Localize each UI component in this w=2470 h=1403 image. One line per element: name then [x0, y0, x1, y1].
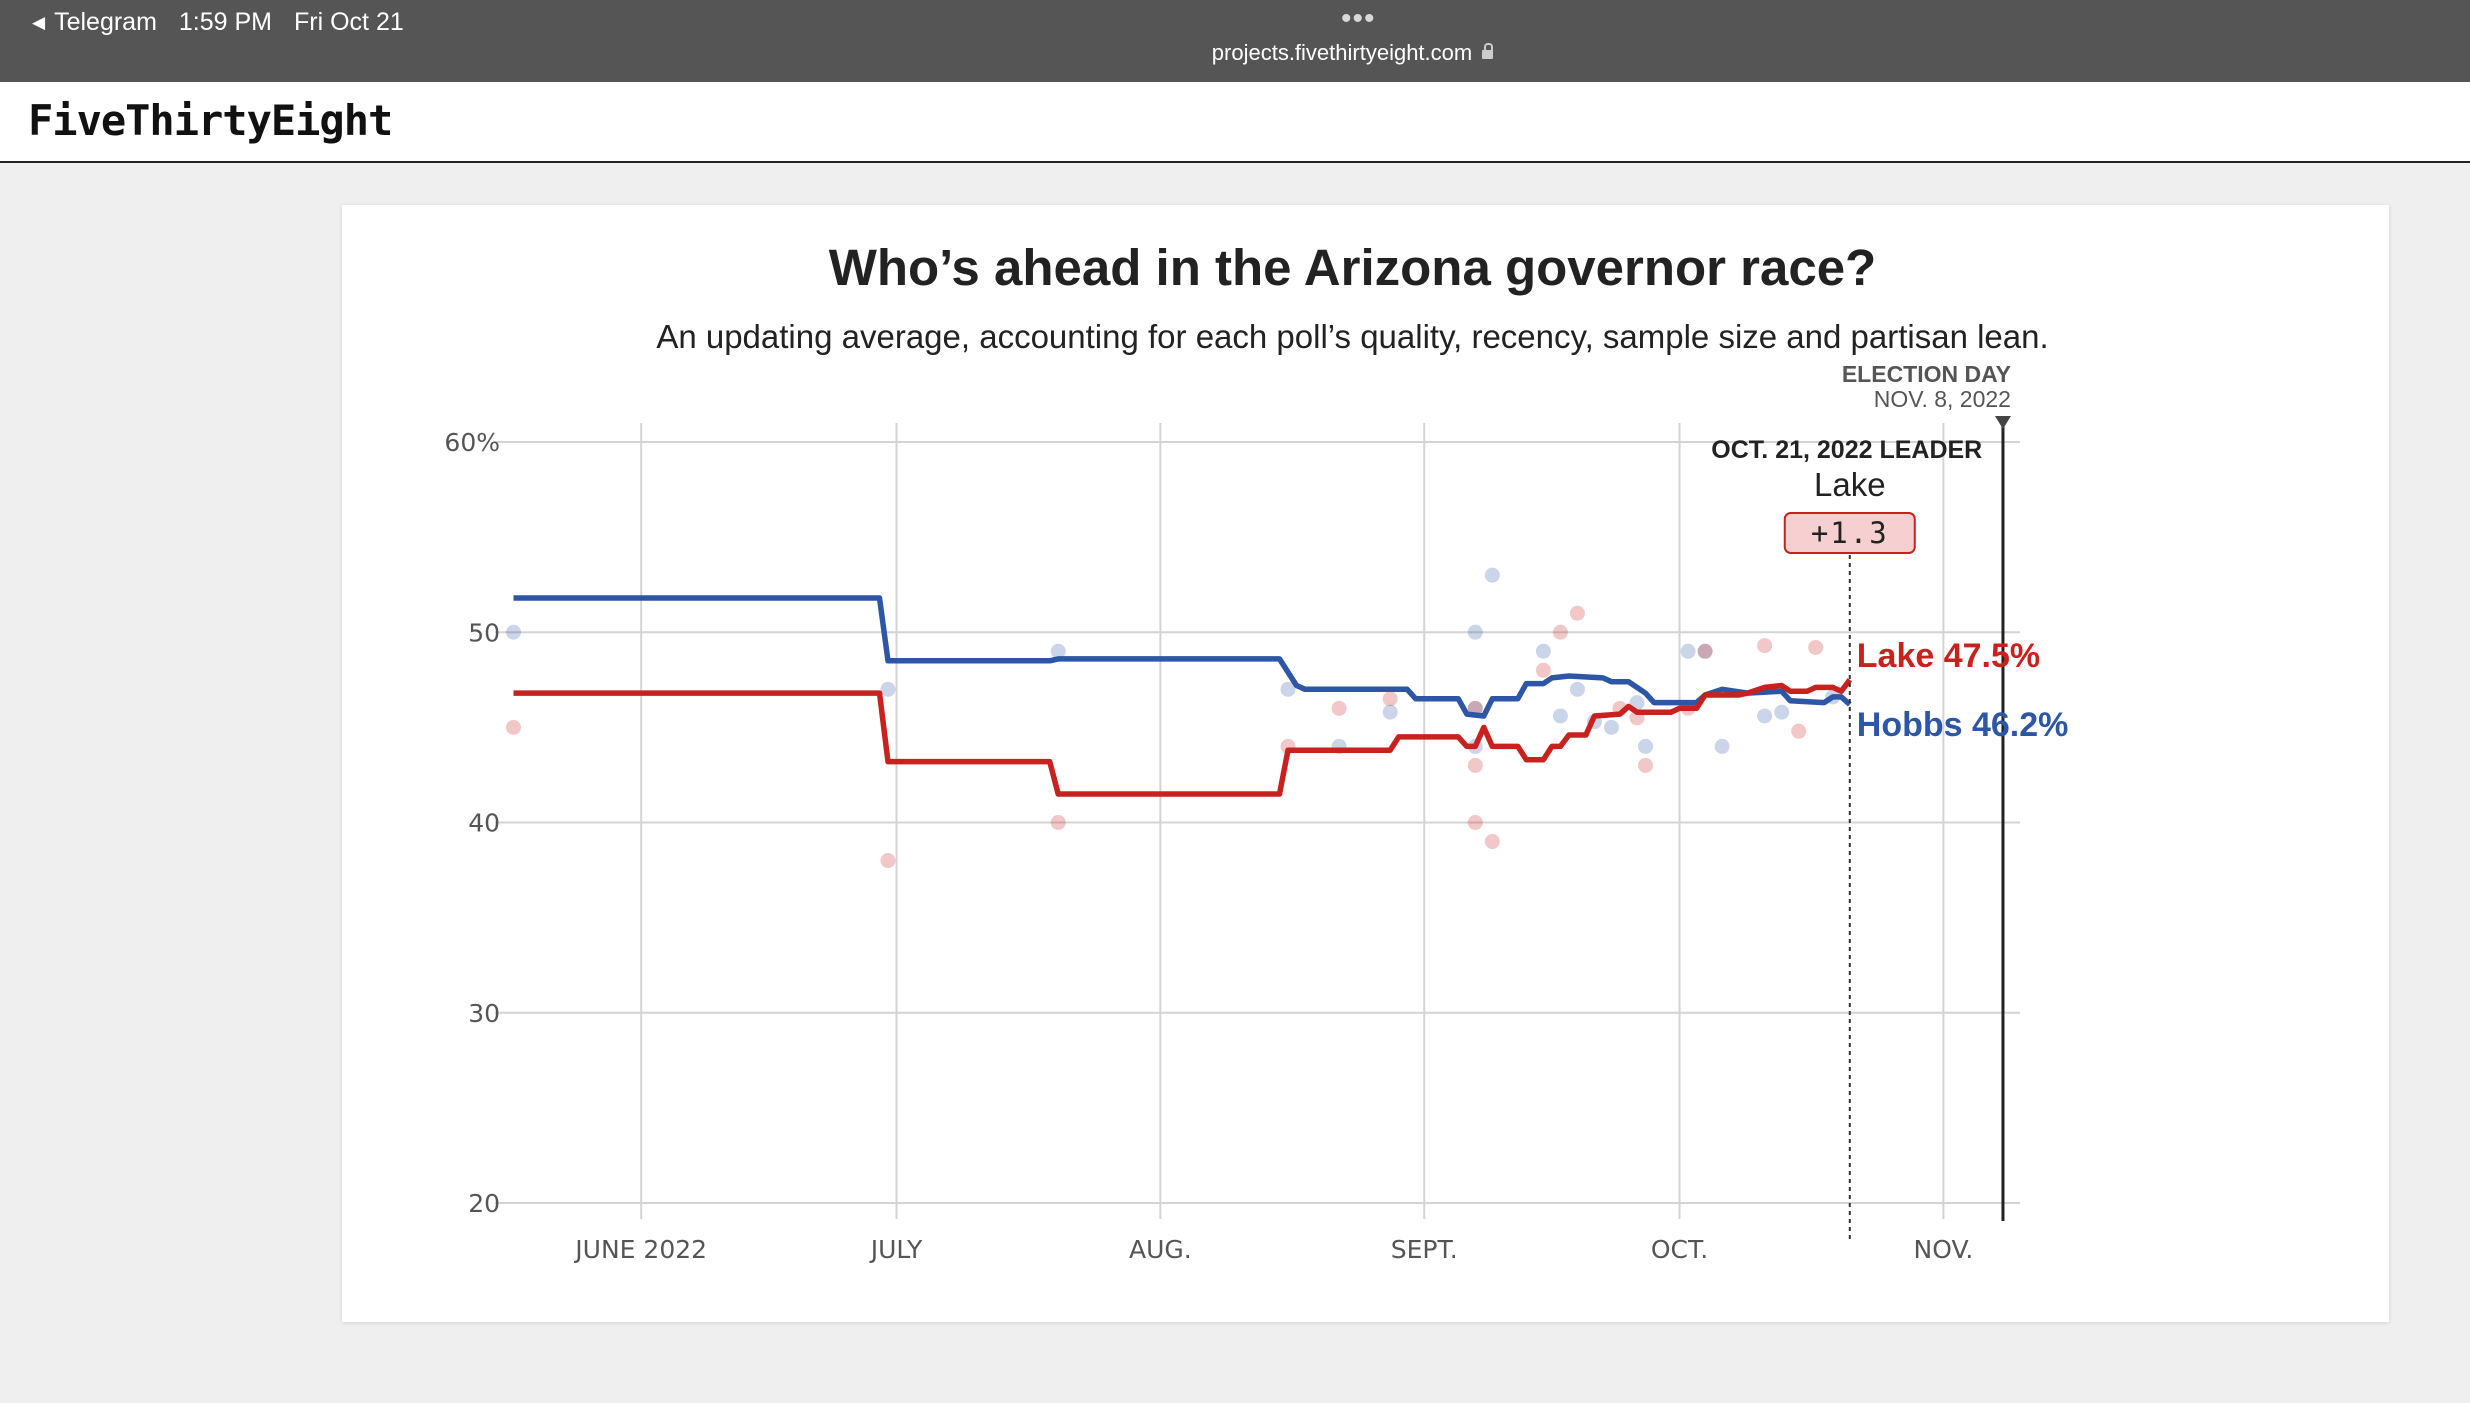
- poll-dot-hobbs: [1535, 643, 1551, 659]
- x-tick-label: JUNE 2022: [573, 1235, 707, 1264]
- poll-dot-lake: [1050, 815, 1066, 830]
- y-tick-label: 40: [468, 809, 500, 838]
- poll-dot-lake: [1808, 639, 1824, 655]
- average-line-hobbs: [513, 595, 1852, 719]
- leader-margin-badge: [1783, 512, 1916, 554]
- chart-subtitle: An updating average, accounting for each…: [656, 318, 2049, 355]
- poll-dot-hobbs: [1050, 643, 1066, 659]
- poll-dot-hobbs: [1680, 643, 1696, 659]
- status-time: 1:59 PM: [178, 8, 273, 36]
- back-arrow-icon[interactable]: ◀: [32, 12, 46, 32]
- poll-dot-lake: [1569, 605, 1585, 621]
- poll-dot-hobbs: [1484, 567, 1500, 583]
- election-day-label: ELECTION DAY: [1842, 361, 2011, 387]
- x-tick-label: OCT.: [1651, 1235, 1708, 1264]
- poll-dot-hobbs: [880, 681, 896, 697]
- poll-dot-lake: [1757, 638, 1773, 654]
- poll-dot-lake: [1535, 662, 1551, 678]
- address-bar[interactable]: projects.fivethirtyeight.com: [0, 40, 2470, 66]
- site-header: FiveThirtyEight: [0, 82, 2470, 163]
- poll-dot-lake: [1552, 624, 1568, 640]
- poll-dot-lake: [1697, 643, 1713, 659]
- y-tick-label: 20: [468, 1189, 500, 1218]
- poll-dot-hobbs: [1467, 624, 1483, 640]
- end-label-hobbs: Hobbs 46.2%: [1857, 706, 2069, 744]
- poll-dot-hobbs: [1774, 704, 1790, 720]
- y-tick-label: 50: [468, 618, 500, 647]
- more-dots-icon[interactable]: •••: [1341, 2, 1376, 35]
- election-day-marker: [1994, 416, 2011, 429]
- status-date: Fri Oct 21: [294, 8, 404, 36]
- url-text: projects.fivethirtyeight.com: [1211, 40, 1473, 65]
- poll-dot-hobbs: [1697, 643, 1713, 659]
- poll-dot-hobbs: [1603, 719, 1619, 735]
- end-label-lake: Lake 47.5%: [1857, 637, 2040, 675]
- poll-dot-lake: [1467, 815, 1483, 830]
- poll-dot-hobbs: [1552, 708, 1568, 724]
- x-tick-label: JULY: [869, 1235, 923, 1264]
- poll-dot-lake: [1331, 700, 1347, 716]
- x-tick-label: NOV.: [1914, 1235, 1974, 1264]
- poll-dot-lake: [1484, 834, 1500, 850]
- leader-name: Lake: [1814, 466, 1886, 503]
- leader-header: OCT. 21, 2022 LEADER: [1711, 436, 1982, 464]
- poll-dot-hobbs: [1280, 681, 1296, 697]
- leader-margin-value: +1.3: [1811, 516, 1889, 550]
- y-tick-label: 60%: [444, 428, 500, 457]
- poll-dot-hobbs: [1638, 738, 1654, 754]
- poll-dot-lake: [880, 853, 896, 869]
- election-day-date: NOV. 8, 2022: [1874, 386, 2011, 412]
- poll-dot-lake: [1638, 757, 1654, 773]
- poll-dot-hobbs: [1569, 681, 1585, 697]
- poll-dot-lake: [1791, 723, 1807, 739]
- poll-dot-hobbs: [1757, 708, 1773, 724]
- poll-dot-lake: [1382, 691, 1398, 707]
- x-tick-label: SEPT.: [1391, 1235, 1458, 1264]
- chart-card: [342, 205, 2389, 1322]
- poll-dot-hobbs: [1382, 704, 1398, 720]
- poll-dot-lake: [1467, 757, 1483, 773]
- status-bar: ◀ Telegram 1:59 PM Fri Oct 21 ••• projec…: [0, 0, 2470, 82]
- average-line-lake: [513, 678, 1853, 797]
- status-left: ◀ Telegram 1:59 PM Fri Oct 21: [32, 8, 404, 37]
- x-tick-label: AUG.: [1129, 1235, 1192, 1264]
- y-tick-label: 30: [468, 999, 500, 1028]
- poll-dot-hobbs: [1714, 738, 1730, 754]
- back-app-link[interactable]: Telegram: [54, 8, 157, 36]
- chart-title: Who’s ahead in the Arizona governor race…: [828, 239, 1877, 296]
- poll-dot-hobbs: [506, 624, 522, 640]
- poll-dot-lake: [506, 719, 522, 735]
- site-logo[interactable]: FiveThirtyEight: [28, 96, 393, 145]
- lock-icon: [1482, 43, 1494, 59]
